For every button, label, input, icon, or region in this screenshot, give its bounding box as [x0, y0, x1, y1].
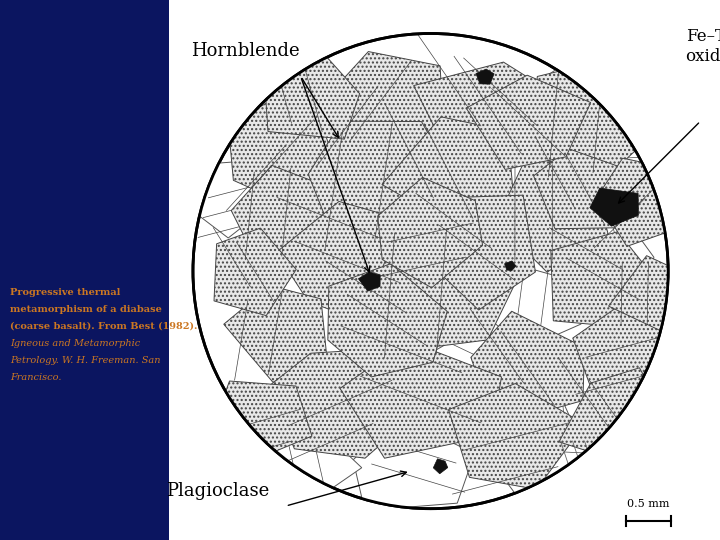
Polygon shape: [551, 232, 656, 327]
Polygon shape: [224, 286, 326, 382]
Polygon shape: [328, 194, 416, 251]
Polygon shape: [228, 103, 339, 203]
Polygon shape: [496, 153, 608, 272]
Polygon shape: [378, 178, 482, 288]
Polygon shape: [596, 158, 683, 246]
Polygon shape: [476, 69, 494, 84]
Text: Igneous and Metamorphic: Igneous and Metamorphic: [10, 339, 140, 348]
Polygon shape: [359, 272, 380, 291]
Polygon shape: [494, 420, 610, 512]
Polygon shape: [559, 368, 672, 466]
Text: Progressive thermal: Progressive thermal: [10, 288, 120, 297]
Polygon shape: [590, 188, 639, 226]
Polygon shape: [552, 354, 629, 435]
Polygon shape: [573, 301, 688, 389]
Polygon shape: [299, 96, 385, 160]
Polygon shape: [531, 60, 665, 178]
Polygon shape: [608, 255, 687, 331]
Polygon shape: [353, 416, 474, 511]
Polygon shape: [249, 422, 361, 500]
Polygon shape: [373, 230, 459, 297]
Polygon shape: [264, 51, 359, 139]
Polygon shape: [214, 228, 296, 315]
Text: Fe–Ti
oxide: Fe–Ti oxide: [685, 29, 720, 65]
Polygon shape: [568, 215, 654, 296]
Text: metamorphism of a diabase: metamorphism of a diabase: [10, 305, 162, 314]
Polygon shape: [605, 90, 688, 145]
Bar: [169, 0, 720, 540]
Text: Hornblende: Hornblende: [191, 42, 300, 60]
Polygon shape: [449, 383, 585, 489]
Polygon shape: [413, 62, 562, 149]
Text: 0.5 mm: 0.5 mm: [627, 499, 670, 509]
Text: Francisco.: Francisco.: [10, 373, 61, 382]
Polygon shape: [471, 311, 585, 426]
Text: Petrology. W. H. Freeman. San: Petrology. W. H. Freeman. San: [10, 356, 161, 365]
Polygon shape: [481, 265, 581, 349]
Polygon shape: [382, 117, 515, 225]
Polygon shape: [340, 341, 502, 458]
Polygon shape: [231, 165, 341, 259]
Polygon shape: [219, 68, 305, 138]
Polygon shape: [318, 51, 444, 150]
Polygon shape: [505, 261, 516, 271]
Polygon shape: [328, 264, 447, 377]
Polygon shape: [276, 201, 417, 322]
Text: (coarse basalt). From Best (1982).: (coarse basalt). From Best (1982).: [10, 322, 197, 331]
Polygon shape: [420, 327, 527, 401]
Polygon shape: [433, 459, 448, 474]
Polygon shape: [197, 161, 279, 238]
Polygon shape: [534, 148, 636, 229]
Polygon shape: [523, 60, 621, 143]
Polygon shape: [212, 381, 312, 460]
Polygon shape: [379, 66, 453, 132]
Polygon shape: [466, 75, 590, 170]
Polygon shape: [269, 348, 410, 458]
Polygon shape: [308, 121, 459, 244]
Polygon shape: [418, 195, 536, 310]
Polygon shape: [588, 388, 698, 476]
Polygon shape: [364, 232, 520, 350]
Text: Plagioclase: Plagioclase: [166, 482, 269, 500]
Circle shape: [193, 33, 668, 509]
Polygon shape: [572, 95, 705, 187]
